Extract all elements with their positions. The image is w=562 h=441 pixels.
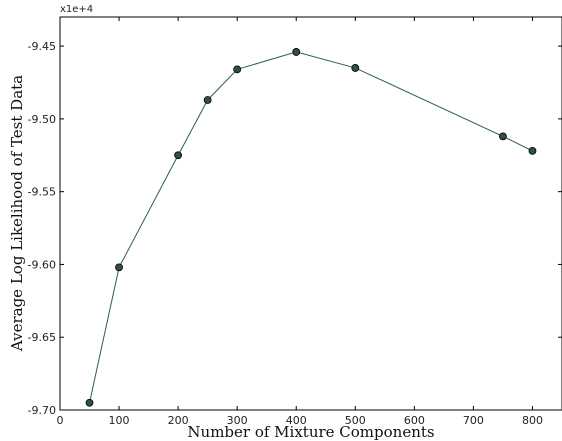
series-line xyxy=(89,51,533,403)
data-point xyxy=(233,65,242,74)
data-point xyxy=(203,96,212,104)
plot-frame xyxy=(59,16,562,411)
y-tick-label: -9.60 xyxy=(28,258,56,271)
data-point xyxy=(174,151,183,160)
x-tick-label: 200 xyxy=(168,414,189,427)
y-tick-label: -9.70 xyxy=(28,404,56,417)
x-tick-label: 600 xyxy=(404,414,425,427)
x-tick-label: 0 xyxy=(57,414,64,427)
y-tick-label: -9.45 xyxy=(28,40,56,53)
y-tick-label: -9.65 xyxy=(28,331,56,344)
x-tick-label: 500 xyxy=(345,414,366,427)
x-tick-label: 700 xyxy=(463,414,484,427)
data-point xyxy=(85,398,94,407)
x-tick-label: 300 xyxy=(227,414,248,427)
series-layer xyxy=(85,48,537,407)
y-axis-label: Average Log Likelihood of Test Data xyxy=(8,75,26,352)
data-point xyxy=(115,263,123,272)
x-tick-label: 800 xyxy=(522,414,543,427)
x-tick-label: 400 xyxy=(286,414,307,427)
data-point xyxy=(499,132,507,141)
y-offset-label: x1e+4 xyxy=(60,4,93,15)
data-point xyxy=(528,147,537,155)
x-axis-label: Number of Mixture Components xyxy=(187,423,434,441)
data-point xyxy=(292,48,301,56)
ticks: 0 100 200 300 400 500 600 700 800 -9.70 -9.65 -9.60… xyxy=(28,17,562,427)
data-point xyxy=(351,64,360,72)
y-tick-label: -9.50 xyxy=(28,113,56,126)
x-tick-label: 100 xyxy=(109,414,130,427)
y-tick-label: -9.55 xyxy=(28,186,56,199)
